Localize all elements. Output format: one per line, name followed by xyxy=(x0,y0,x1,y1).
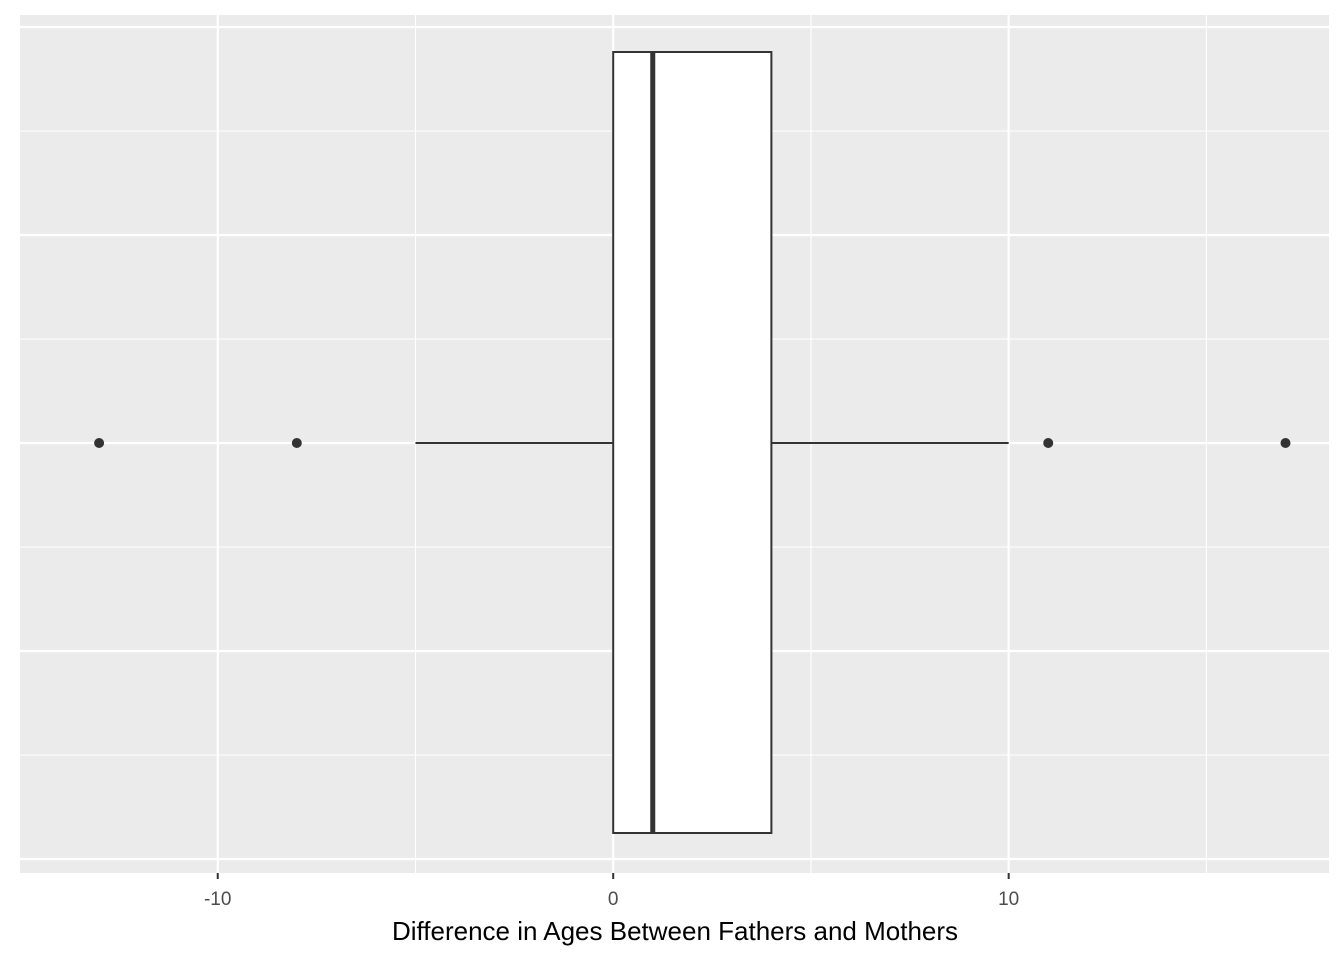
x-axis-title: Difference in Ages Between Fathers and M… xyxy=(392,916,958,946)
outlier-point xyxy=(291,438,302,448)
outlier-point xyxy=(1280,438,1291,448)
x-axis: -10 0 10 xyxy=(204,873,1019,910)
boxplot-marks xyxy=(94,51,1291,834)
outlier-point xyxy=(94,438,105,448)
iqr-box xyxy=(612,51,773,834)
x-tick-label: -10 xyxy=(204,889,231,910)
outlier-point xyxy=(1043,438,1054,448)
x-tick-label: 10 xyxy=(998,889,1019,910)
x-tick-label: 0 xyxy=(608,889,619,910)
